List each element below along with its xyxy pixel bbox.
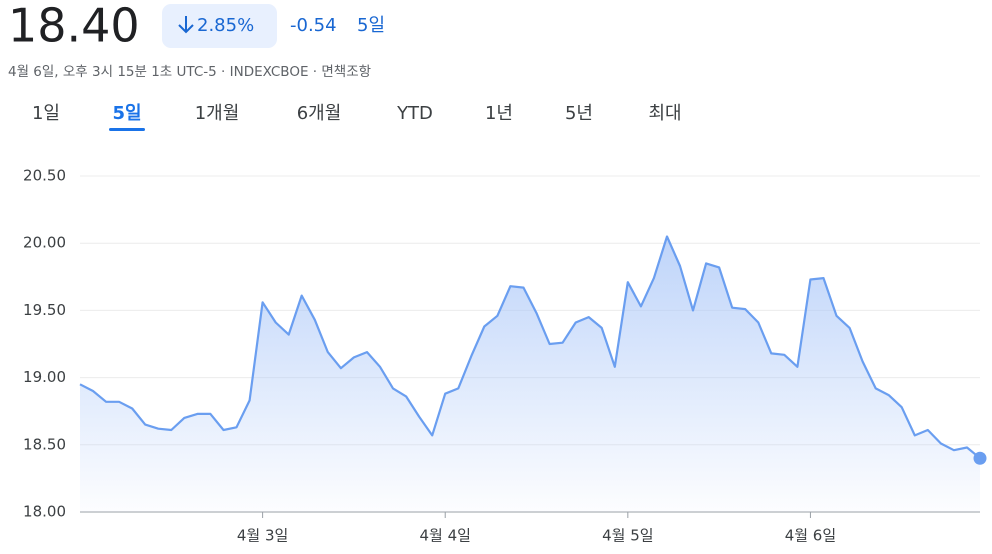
x-tick-label: 4월 6일 bbox=[785, 527, 836, 545]
y-tick-label: 19.50 bbox=[23, 301, 66, 319]
price: 18.40 bbox=[8, 0, 140, 53]
y-tick-label: 19.00 bbox=[23, 368, 66, 386]
tab-underline bbox=[109, 128, 145, 131]
end-marker bbox=[973, 451, 987, 465]
x-tick-label: 4월 5일 bbox=[602, 527, 653, 545]
y-tick-label: 20.50 bbox=[23, 167, 66, 185]
tab[interactable]: 1년 bbox=[485, 103, 513, 124]
timestamp: 4월 6일, 오후 3시 15분 1초 UTC-5 · INDEXCBOE · … bbox=[8, 64, 371, 80]
x-tick-label: 4월 4일 bbox=[419, 527, 470, 545]
tab[interactable]: 5년 bbox=[565, 103, 593, 124]
tab[interactable]: 1개월 bbox=[195, 103, 240, 124]
period: 5일 bbox=[357, 15, 385, 36]
tab[interactable]: 1일 bbox=[32, 103, 60, 124]
y-tick-label: 18.50 bbox=[23, 435, 66, 453]
tab[interactable]: 최대 bbox=[648, 103, 681, 124]
x-tick-label: 4월 3일 bbox=[237, 527, 288, 545]
change-percent: 2.85% bbox=[197, 15, 254, 36]
down-arrow-icon bbox=[178, 16, 194, 34]
change-badge bbox=[162, 4, 277, 48]
y-tick-label: 18.00 bbox=[23, 503, 66, 521]
line bbox=[79, 235, 981, 460]
area bbox=[80, 236, 980, 512]
change-value: -0.54 bbox=[290, 15, 337, 36]
y-tick-label: 20.00 bbox=[23, 234, 66, 252]
tab[interactable]: 5일 bbox=[112, 103, 141, 124]
tab[interactable]: 6개월 bbox=[297, 103, 342, 124]
tab[interactable]: YTD bbox=[396, 103, 433, 124]
